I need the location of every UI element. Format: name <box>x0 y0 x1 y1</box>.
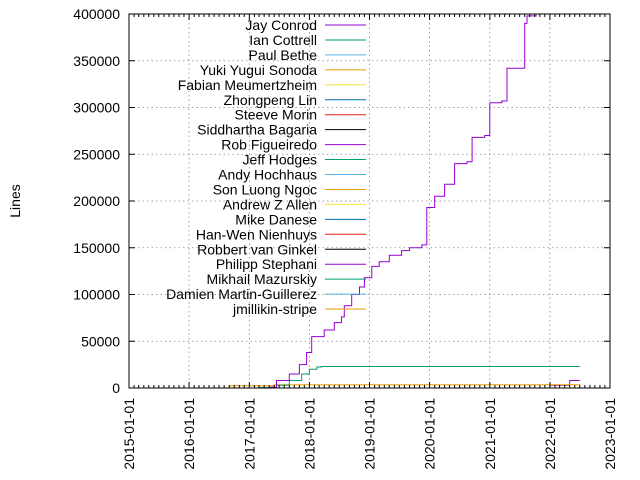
legend-label: Philipp Stephani <box>216 256 317 272</box>
legend-label: Paul Bethe <box>249 47 318 63</box>
axes: 0 50000 100000 150000 200000 250000 300000 3500… <box>73 6 618 470</box>
legend-label: Rob Figueiredo <box>221 137 317 153</box>
legend-label: Andrew Z Allen <box>223 196 317 212</box>
y-tick-label: 0 <box>112 380 120 396</box>
legend-label: Mikhail Mazurskiy <box>207 271 317 287</box>
legend-label: Ian Cottrell <box>249 32 317 48</box>
x-tick-label: 2020-01-01 <box>422 398 438 470</box>
x-tick-label: 2018-01-01 <box>301 398 317 470</box>
x-tick-label: 2022-01-01 <box>542 398 558 470</box>
x-tick-label: 2015-01-01 <box>121 398 137 470</box>
y-tick-label: 300000 <box>73 100 120 116</box>
legend-label: Son Luong Ngoc <box>213 181 317 197</box>
series-line-0 <box>176 15 538 389</box>
y-tick-label: 350000 <box>73 53 120 69</box>
legend-label: Mike Danese <box>235 211 317 227</box>
x-tick-label: 2017-01-01 <box>241 398 257 470</box>
grid <box>129 14 610 388</box>
y-tick-label: 200000 <box>73 193 120 209</box>
y-tick-label: 150000 <box>73 240 120 256</box>
legend-label: Damien Martin-Guillerez <box>166 286 317 302</box>
legend-label: Jeff Hodges <box>243 152 317 168</box>
legend-label: jmillikin-stripe <box>232 301 317 317</box>
legend-label: Andy Hochhaus <box>218 167 317 183</box>
x-tick-label: 2016-01-01 <box>181 398 197 470</box>
legend-label: Zhongpeng Lin <box>224 92 317 108</box>
legend-label: Siddhartha Bagaria <box>197 122 317 138</box>
legend-label: Robbert van Ginkel <box>197 241 317 257</box>
y-tick-label: 100000 <box>73 287 120 303</box>
x-tick-label: 2019-01-01 <box>362 398 378 470</box>
x-tick-label: 2023-01-01 <box>602 398 618 470</box>
legend-label: Jay Conrod <box>245 17 317 33</box>
y-tick-label: 250000 <box>73 146 120 162</box>
y-tick-label: 400000 <box>73 6 120 22</box>
y-axis-label: Lines <box>7 184 23 217</box>
legend-label: Han-Wen Nienhuys <box>196 226 317 242</box>
legend-label: Steeve Morin <box>235 107 317 123</box>
y-tick-label: 50000 <box>81 333 120 349</box>
x-tick-label: 2021-01-01 <box>482 398 498 470</box>
legend-label: Fabian Meumertzheim <box>178 77 317 93</box>
legend-label: Yuki Yugui Sonoda <box>200 62 318 78</box>
